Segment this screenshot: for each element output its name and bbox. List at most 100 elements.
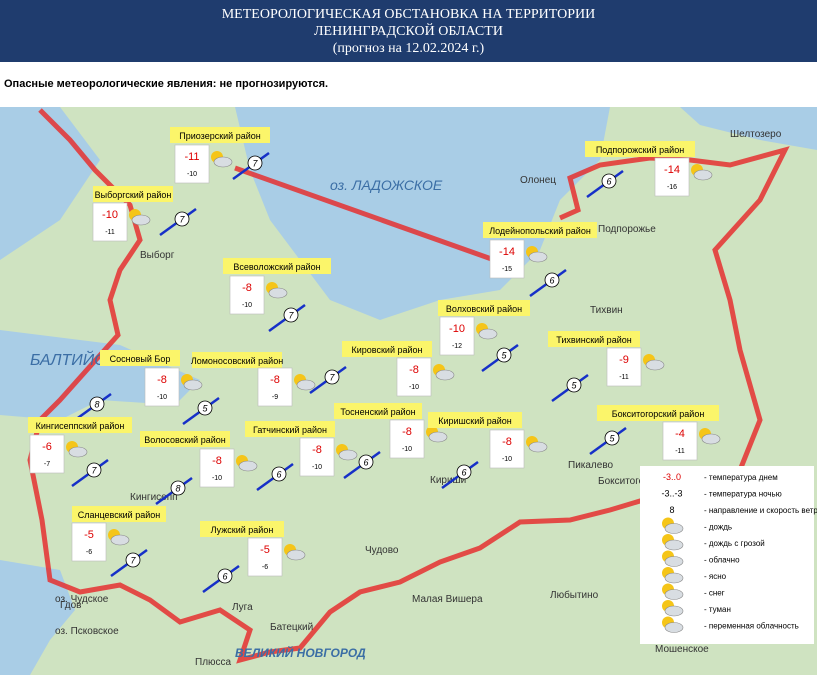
district-name: Выборгский район — [95, 190, 172, 200]
wind-speed: 6 — [549, 276, 554, 286]
cloud-icon — [296, 379, 316, 391]
district: Бокситогорский район -4 -11 5 — [589, 405, 721, 461]
wind-circle — [604, 430, 620, 446]
district-name: Киришский район — [438, 416, 512, 426]
place-label: Пикалево — [568, 460, 614, 471]
header: МЕТЕОРОЛОГИЧЕСКАЯ ОБСТАНОВКА НА ТЕРРИТОР… — [0, 0, 817, 62]
district-label-bg — [192, 352, 282, 368]
cloud-icon — [68, 446, 88, 458]
day-temp: -8 — [157, 374, 167, 386]
night-temp: -6 — [262, 564, 268, 571]
district-label-bg — [585, 141, 695, 157]
district-name: Кингисеппский район — [36, 421, 125, 431]
district-name: Сланцевский район — [78, 510, 161, 520]
district-name: Бокситогорский район — [612, 409, 705, 419]
district: Тихвинский район -9 -11 5 — [548, 331, 665, 403]
district-name: Подпорожский район — [596, 145, 684, 155]
cloud-icon — [478, 328, 498, 340]
cloud-icon — [268, 287, 288, 299]
cloud-icon — [110, 534, 130, 546]
legend-label: - облачно — [704, 556, 740, 565]
district: Сосновый Бор -8 -10 8 — [74, 350, 203, 422]
cloud-icon — [664, 622, 684, 633]
lake-onega — [680, 107, 817, 150]
cloud-icon — [338, 449, 358, 461]
temp-box — [144, 367, 180, 407]
district: Волосовский район -8 -10 8 — [140, 431, 258, 506]
wind-speed: 7 — [252, 159, 258, 169]
wind-circle — [456, 464, 472, 480]
night-temp: -9 — [272, 394, 278, 401]
day-temp: -4 — [675, 428, 685, 440]
temp-box — [396, 357, 432, 397]
legend-label: - снег — [704, 589, 725, 598]
district-label-bg — [342, 341, 432, 357]
district-label-bg — [200, 521, 284, 537]
district-name: Тихвинский район — [556, 335, 631, 345]
cloud-icon — [428, 431, 448, 443]
cloud-icon — [528, 441, 548, 453]
night-temp: -10 — [242, 302, 252, 309]
temp-box — [229, 275, 265, 315]
night-temp: -10 — [409, 384, 419, 391]
legend-sample: -3..-3 — [661, 489, 682, 499]
cloud-icon — [213, 156, 233, 168]
place-label: Любытино — [550, 589, 599, 601]
district-name: Волосовский район — [144, 435, 225, 445]
cloud-icon — [183, 379, 203, 391]
cloud-icon — [664, 589, 684, 600]
temp-box — [199, 448, 235, 488]
region-border — [27, 108, 790, 664]
wind-speed: 7 — [91, 466, 97, 476]
district-name: Волховский район — [446, 304, 522, 314]
day-temp: -6 — [42, 441, 52, 453]
district-label-bg — [100, 350, 180, 366]
day-temp: -8 — [402, 426, 412, 438]
legend-label: - дождь — [704, 523, 732, 532]
wind-speed: 6 — [363, 458, 368, 468]
place-label: оз. ЛАДОЖСКОЕ — [330, 177, 443, 193]
district-label-bg — [170, 127, 270, 143]
temp-box — [654, 157, 690, 197]
place-label: Кириши — [430, 475, 466, 486]
district-label-bg — [334, 403, 422, 419]
wind-circle — [217, 568, 233, 584]
district-label-bg — [548, 331, 640, 347]
wind-circle — [358, 454, 374, 470]
district: Тосненский район -8 -10 6 — [334, 403, 448, 480]
wind-speed: 5 — [609, 434, 615, 444]
night-temp: -7 — [44, 461, 50, 468]
header-line: ЛЕНИНГРАДСКОЙ ОБЛАСТИ — [314, 24, 503, 39]
night-temp: -11 — [675, 448, 685, 455]
district-name: Приозерский район — [179, 131, 260, 141]
place-label: Гдов — [60, 600, 81, 611]
wind-speed: 8 — [94, 400, 99, 410]
district-name: Кировский район — [352, 345, 423, 355]
wind-circle — [86, 462, 102, 478]
temp-box — [439, 316, 475, 356]
wind-circle — [566, 377, 582, 393]
wind-speed: 6 — [606, 177, 611, 187]
night-temp: -10 — [187, 171, 197, 178]
wind-circle — [601, 173, 617, 189]
cloud-icon — [701, 433, 721, 445]
night-temp: -15 — [502, 266, 512, 273]
legend-sample: 8 — [669, 505, 674, 515]
district-label-bg — [72, 506, 166, 522]
cloud-icon — [645, 359, 665, 371]
day-temp: -8 — [242, 282, 252, 294]
legend-label: - дождь с грозой — [704, 539, 765, 548]
night-temp: -10 — [157, 394, 167, 401]
cloud-icon — [664, 572, 684, 584]
wind-circle — [544, 272, 560, 288]
cloud-icon — [664, 523, 684, 534]
place-label: Шелтозеро — [730, 129, 782, 140]
wind-speed: 6 — [222, 572, 227, 582]
district: Всеволожский район -8 -10 7 — [223, 258, 331, 333]
district: Кировский район -8 -10 7 — [309, 341, 455, 397]
district-name: Лодейнопольский район — [489, 226, 591, 236]
district: Приозерский район -11 -10 7 — [170, 127, 270, 184]
district-label-bg — [428, 412, 522, 428]
temp-box — [71, 522, 107, 562]
wind-circle — [247, 155, 263, 171]
